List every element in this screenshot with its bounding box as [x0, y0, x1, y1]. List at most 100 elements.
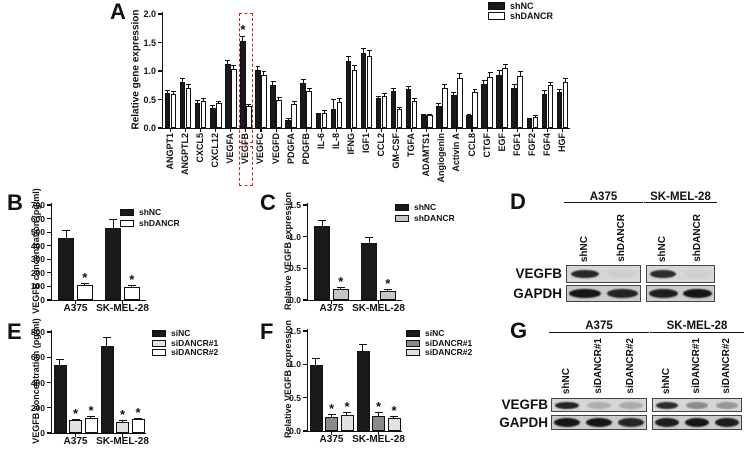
error-bar	[436, 103, 442, 108]
cell-line-header: SK-MEL-28	[650, 320, 744, 333]
y-tick-label: 1.0	[289, 231, 301, 242]
y-tick-mark	[46, 432, 51, 434]
significance-star: *	[385, 275, 391, 291]
bar	[496, 74, 502, 128]
y-tick-label: 1.0	[143, 66, 156, 76]
lane-label: siDANCR#2	[712, 337, 742, 394]
error-bar	[457, 73, 463, 79]
error-bar	[517, 71, 523, 77]
y-tick-label: 1.5	[289, 200, 301, 210]
x-tick-mark	[245, 129, 247, 133]
x-tick-mark	[121, 434, 124, 438]
bar	[351, 69, 358, 128]
legend-swatch	[406, 339, 420, 347]
error-bar	[80, 283, 89, 287]
legend-swatch	[395, 215, 409, 222]
y-axis	[306, 203, 308, 300]
bar	[451, 94, 457, 128]
bar	[84, 417, 98, 433]
panel-e-label: E	[7, 319, 22, 344]
y-tick-label: 400	[30, 240, 45, 251]
bar	[210, 108, 216, 128]
x-tick-mark	[230, 129, 232, 133]
bar	[375, 98, 382, 128]
highlight-dashed-box	[238, 146, 253, 186]
bar	[105, 228, 122, 300]
bar	[100, 345, 114, 433]
error-bar	[186, 84, 192, 89]
error-bar	[321, 110, 327, 114]
x-tick-mark	[330, 432, 333, 436]
error-bar	[118, 419, 127, 424]
panel-f-label: F	[260, 319, 274, 344]
error-bar	[472, 88, 478, 94]
lane-label: siDANCR#2	[615, 337, 647, 394]
x-tick-mark	[377, 301, 380, 305]
error-bar	[291, 101, 297, 106]
x-tick-mark	[121, 301, 124, 305]
bar	[466, 115, 472, 128]
y-tick-label: 600	[30, 213, 45, 224]
y-tick-mark	[302, 430, 307, 432]
error-bar	[412, 97, 418, 102]
y-axis	[161, 12, 163, 128]
bar	[390, 90, 397, 128]
x-tick-mark	[200, 129, 202, 133]
y-tick-mark	[46, 285, 51, 288]
legend-label: siNC	[425, 328, 445, 338]
protein-band	[648, 288, 678, 299]
x-category-label: SK-MEL-28	[96, 436, 149, 447]
error-bar	[300, 78, 306, 84]
legend-label: siDANCR#2	[425, 347, 473, 357]
bar	[502, 68, 508, 128]
y-tick-label: 200	[30, 267, 45, 278]
y-tick-label: 0.0	[289, 295, 301, 305]
protein-band	[619, 401, 643, 409]
error-bar	[359, 343, 367, 352]
bar	[421, 115, 427, 128]
error-bar	[532, 114, 538, 118]
y-tick-mark	[157, 127, 162, 129]
bar	[332, 288, 349, 300]
y-tick-mark	[302, 363, 307, 365]
bar	[526, 119, 533, 128]
error-bar	[276, 96, 282, 101]
error-bar	[406, 85, 412, 91]
significance-star: *	[88, 403, 94, 419]
legend-label: siNC	[171, 328, 191, 338]
error-bar	[318, 219, 327, 227]
bar	[255, 70, 261, 128]
y-tick-label: 0	[40, 295, 45, 305]
x-tick-mark	[350, 129, 352, 133]
bar	[200, 101, 207, 128]
y-axis	[50, 203, 52, 300]
y-tick-mark	[46, 231, 51, 233]
error-bar	[374, 412, 383, 417]
bar	[58, 238, 75, 300]
legend-swatch	[488, 2, 505, 10]
y-tick-mark	[157, 98, 162, 101]
lane-label-text: siDANCR#1	[593, 338, 604, 394]
bar	[321, 112, 328, 128]
lane-label-text: siDANCR#2	[625, 338, 636, 394]
bar	[69, 420, 82, 433]
error-bar	[427, 113, 433, 117]
error-bar	[336, 286, 345, 290]
error-bar	[376, 95, 382, 100]
x-tick-mark	[74, 301, 77, 305]
protein-band	[655, 418, 679, 427]
y-tick-label: 300	[30, 254, 45, 265]
y-tick-label: 800	[30, 327, 45, 337]
error-bar	[351, 64, 357, 71]
significance-star: *	[391, 403, 397, 419]
panel-c-label: C	[260, 190, 276, 215]
protein-band	[650, 270, 676, 278]
protein-band	[656, 401, 678, 409]
y-tick-mark	[157, 70, 162, 72]
error-bar	[466, 113, 472, 117]
error-bar	[180, 78, 186, 84]
bar	[345, 61, 352, 128]
